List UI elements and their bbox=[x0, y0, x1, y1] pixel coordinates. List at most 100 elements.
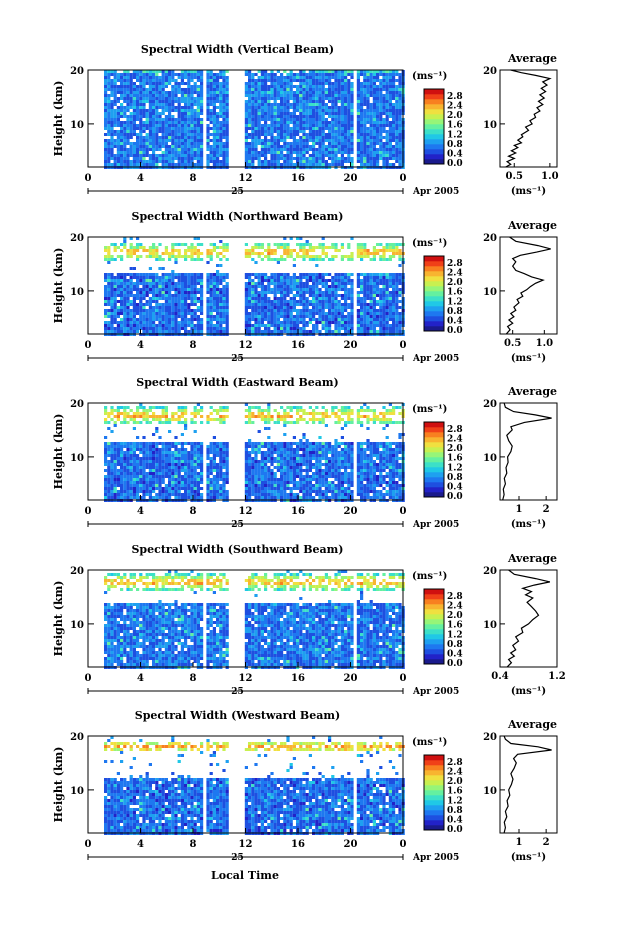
heatmap-cell bbox=[395, 330, 399, 333]
heatmap-cell bbox=[280, 100, 284, 103]
heatmap-cell bbox=[248, 85, 252, 88]
heatmap-cell bbox=[299, 136, 303, 139]
heatmap-cell bbox=[216, 94, 220, 97]
heatmap-cell bbox=[283, 273, 287, 276]
heatmap-cell bbox=[139, 88, 143, 91]
heatmap-cell bbox=[318, 106, 322, 109]
heatmap-cell bbox=[209, 157, 213, 160]
heatmap-cell bbox=[155, 249, 159, 252]
heatmap-cell bbox=[177, 139, 181, 142]
heatmap-cell bbox=[379, 312, 383, 315]
heatmap-cell bbox=[356, 249, 360, 252]
heatmap-cell bbox=[174, 249, 178, 252]
heatmap-cell bbox=[225, 106, 229, 109]
heatmap-cell bbox=[177, 76, 181, 79]
heatmap-cell bbox=[177, 243, 181, 246]
heatmap-cell bbox=[129, 243, 133, 246]
heatmap-cell bbox=[273, 297, 277, 300]
heatmap-cell bbox=[334, 151, 338, 154]
heatmap-cell bbox=[305, 121, 309, 124]
heatmap-cell bbox=[331, 121, 335, 124]
heatmap-cell bbox=[244, 252, 248, 255]
heatmap-cell bbox=[280, 279, 284, 282]
heatmap-cell bbox=[171, 306, 175, 309]
heatmap-cell bbox=[280, 255, 284, 258]
heatmap-cell bbox=[331, 133, 335, 136]
heatmap-cell bbox=[129, 127, 133, 130]
heatmap-cell bbox=[152, 130, 156, 133]
heatmap-cell bbox=[171, 324, 175, 327]
heatmap-cell bbox=[312, 94, 316, 97]
heatmap-cell bbox=[286, 79, 290, 82]
heatmap-cell bbox=[132, 312, 136, 315]
heatmap-cell bbox=[328, 124, 332, 127]
heatmap-cell bbox=[104, 496, 108, 499]
heatmap-cell bbox=[113, 315, 117, 318]
heatmap-cell bbox=[315, 327, 319, 330]
heatmap-cell bbox=[312, 288, 316, 291]
heatmap-cell bbox=[209, 151, 213, 154]
heatmap-cell bbox=[398, 264, 402, 267]
heatmap-cell bbox=[254, 294, 258, 297]
heatmap-cell bbox=[212, 136, 216, 139]
heatmap-cell bbox=[264, 82, 268, 85]
heatmap-cell bbox=[148, 82, 152, 85]
heatmap-cell bbox=[260, 145, 264, 148]
heatmap-cell bbox=[376, 106, 380, 109]
heatmap-cell bbox=[286, 154, 290, 157]
heatmap-cell bbox=[369, 145, 373, 148]
heatmap-cell bbox=[376, 94, 380, 97]
heatmap-cell bbox=[110, 460, 114, 463]
heatmap-cell bbox=[104, 148, 108, 151]
heatmap-cell bbox=[270, 279, 274, 282]
heatmap-cell bbox=[184, 315, 188, 318]
heatmap-cell bbox=[260, 76, 264, 79]
heatmap-cell bbox=[273, 306, 277, 309]
heatmap-cell bbox=[209, 160, 213, 163]
heatmap-cell bbox=[206, 112, 210, 115]
heatmap-cell bbox=[200, 324, 204, 327]
heatmap-cell bbox=[334, 142, 338, 145]
heatmap-cell bbox=[126, 97, 130, 100]
heatmap-cell bbox=[392, 252, 396, 255]
heatmap-cell bbox=[283, 97, 287, 100]
colorbar-swatch bbox=[424, 256, 444, 262]
heatmap-cell bbox=[142, 163, 146, 166]
colorbar-swatch bbox=[424, 321, 444, 327]
heatmap-cell bbox=[270, 249, 274, 252]
heatmap-cell bbox=[168, 127, 172, 130]
heatmap-cell bbox=[276, 115, 280, 118]
heatmap-cell bbox=[283, 309, 287, 312]
heatmap-cell bbox=[184, 118, 188, 121]
heatmap-cell bbox=[190, 294, 194, 297]
heatmap-cell bbox=[216, 79, 220, 82]
heatmap-cell bbox=[369, 94, 373, 97]
heatmap-cell bbox=[193, 291, 197, 294]
heatmap-cell bbox=[356, 97, 360, 100]
heatmap-cell bbox=[308, 85, 312, 88]
heatmap-cell bbox=[337, 112, 341, 115]
heatmap-cell bbox=[340, 109, 344, 112]
heatmap-cell bbox=[337, 306, 341, 309]
heatmap-cell bbox=[296, 88, 300, 91]
heatmap-cell bbox=[299, 273, 303, 276]
heatmap-cell bbox=[139, 97, 143, 100]
heatmap-cell bbox=[120, 163, 124, 166]
heatmap-cell bbox=[174, 321, 178, 324]
heatmap-cell bbox=[366, 309, 370, 312]
heatmap-cell bbox=[110, 430, 114, 433]
heatmap-cell bbox=[155, 246, 159, 249]
heatmap-cell bbox=[152, 163, 156, 166]
heatmap-cell bbox=[299, 148, 303, 151]
heatmap-cell bbox=[132, 246, 136, 249]
heatmap-cell bbox=[385, 70, 389, 73]
heatmap-cell bbox=[148, 297, 152, 300]
heatmap-cell bbox=[376, 315, 380, 318]
heatmap-cell bbox=[331, 70, 335, 73]
heatmap-cell bbox=[276, 321, 280, 324]
heatmap-cell bbox=[308, 163, 312, 166]
heatmap-cell bbox=[334, 115, 338, 118]
heatmap-cell bbox=[216, 127, 220, 130]
heatmap-cell bbox=[302, 142, 306, 145]
heatmap-cell bbox=[318, 306, 322, 309]
